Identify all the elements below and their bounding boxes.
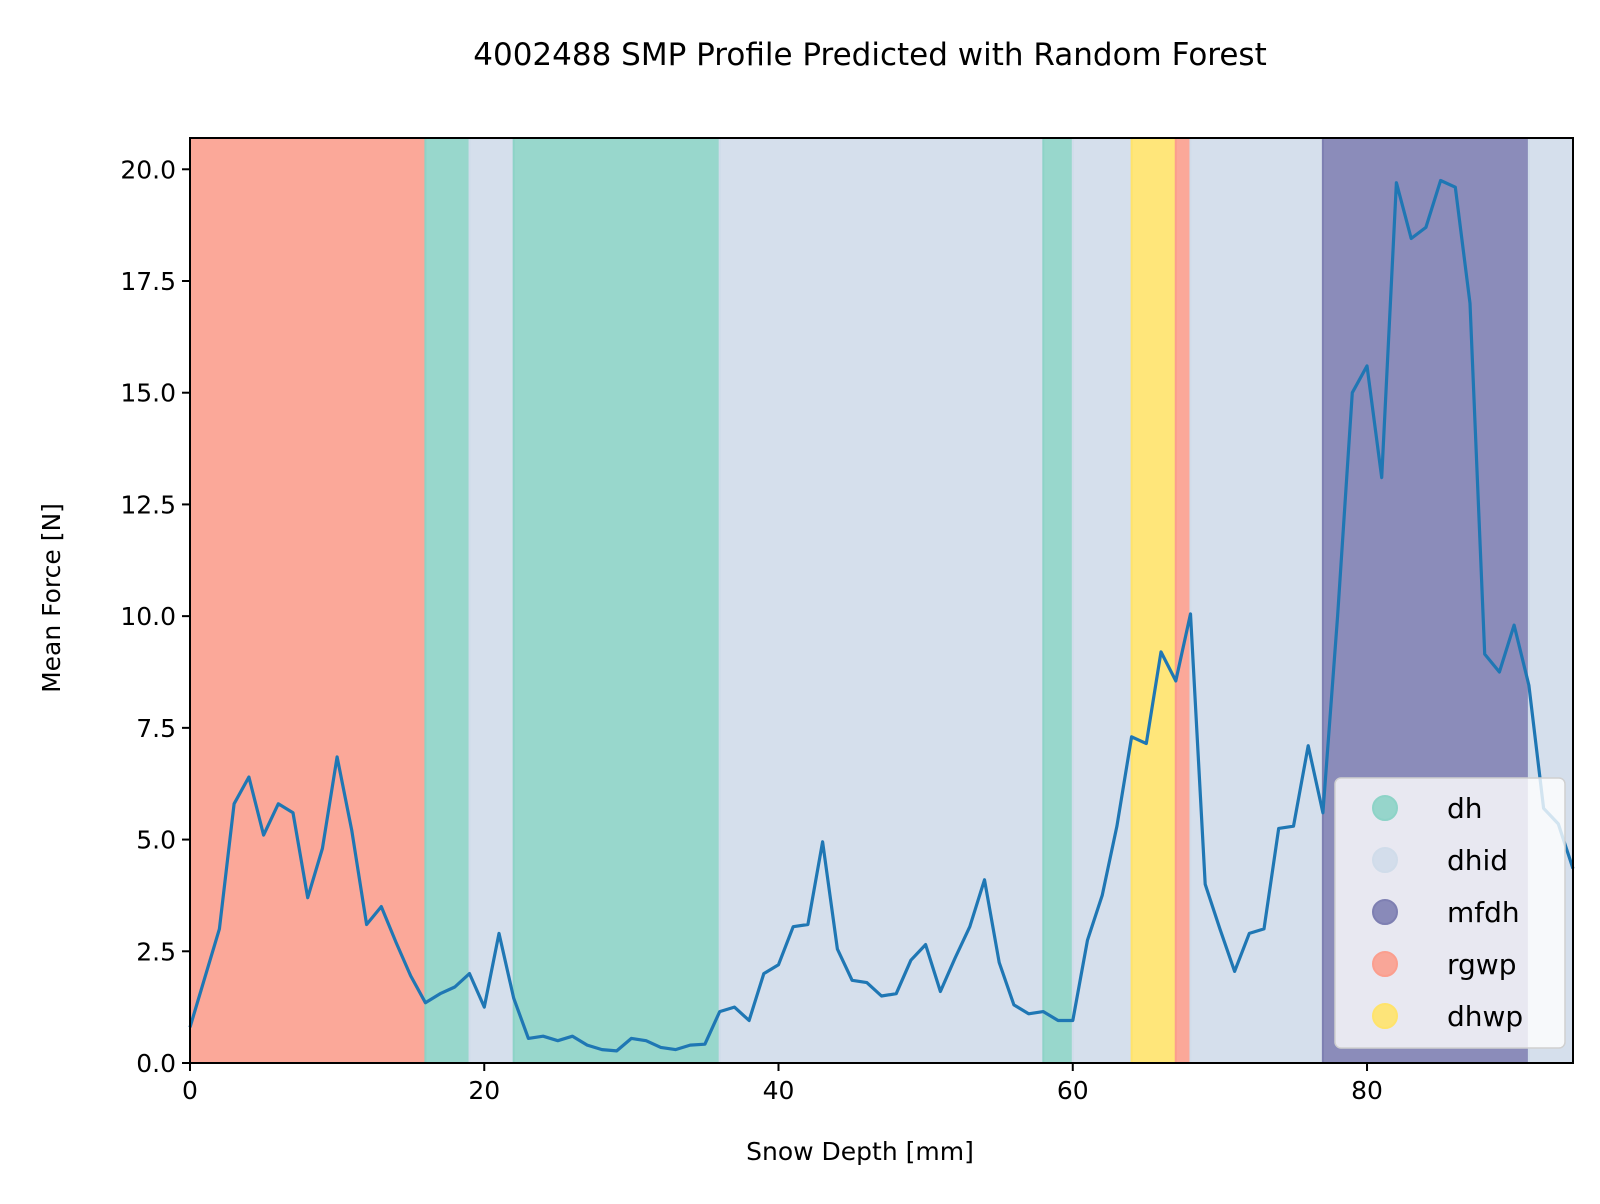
plot-frame <box>189 137 1574 1064</box>
region-dhid-9 <box>1189 137 1324 1064</box>
y-axis-label: Mean Force [N] <box>37 503 66 693</box>
legend-label-dhid: dhid <box>1447 844 1508 877</box>
x-tick-label: 60 <box>1057 1076 1089 1105</box>
x-tick-label: 20 <box>468 1076 500 1105</box>
y-tick-label: 7.5 <box>136 714 176 743</box>
legend-marker-mfdh <box>1372 899 1398 925</box>
chart-title: 4002488 SMP Profile Predicted with Rando… <box>473 37 1266 73</box>
x-tick-label: 80 <box>1351 1076 1383 1105</box>
legend-marker-dhid <box>1372 847 1398 873</box>
region-dhid-6 <box>1071 137 1133 1064</box>
x-tick-label: 0 <box>182 1076 198 1105</box>
y-tick-label: 10.0 <box>120 602 176 631</box>
y-tick-label: 0.0 <box>136 1049 176 1078</box>
x-tick-label: 40 <box>763 1076 795 1105</box>
region-dh-5 <box>1042 137 1074 1064</box>
legend-marker-rgwp <box>1372 951 1398 977</box>
y-tick-label: 17.5 <box>120 267 176 296</box>
legend: dh dhid mfdh rgwp dhwp <box>1334 777 1566 1049</box>
legend-label-dh: dh <box>1447 792 1483 825</box>
region-dhid-2 <box>468 137 515 1064</box>
y-tick-label: 20.0 <box>120 155 176 184</box>
legend-marker-dh <box>1372 795 1398 821</box>
region-rgwp-0 <box>189 137 427 1064</box>
axes: 0 20 40 60 80 0.0 2.5 5.0 7.5 10.0 12.5 15.0 17.5 20.… <box>120 137 1574 1105</box>
series-line-0 <box>188 178 1575 1053</box>
y-tick-label: 2.5 <box>136 937 176 966</box>
region-dhid-4 <box>718 137 1045 1064</box>
region-dh-1 <box>424 137 471 1064</box>
legend-label-rgwp: rgwp <box>1447 948 1516 981</box>
y-tick-label: 5.0 <box>136 826 176 855</box>
legend-box <box>1334 777 1566 1049</box>
y-tick-label: 12.5 <box>120 490 176 519</box>
data-line-layer <box>188 178 1575 1053</box>
y-tick-label: 15.0 <box>120 379 176 408</box>
legend-label-mfdh: mfdh <box>1447 896 1520 929</box>
legend-marker-dhwp <box>1372 1003 1398 1029</box>
region-dh-3 <box>512 137 721 1064</box>
region-rgwp-8 <box>1174 137 1192 1064</box>
legend-label-dhwp: dhwp <box>1447 1000 1523 1033</box>
x-axis-label: Snow Depth [mm] <box>746 1137 974 1166</box>
region-dhwp-7 <box>1130 137 1177 1064</box>
